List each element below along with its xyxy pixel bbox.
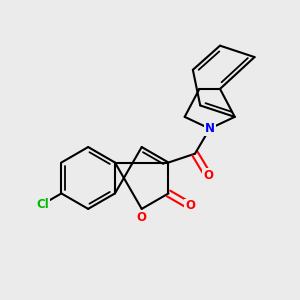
Text: N: N	[205, 122, 215, 135]
Text: O: O	[185, 200, 195, 212]
Text: Cl: Cl	[36, 198, 49, 211]
Text: O: O	[137, 211, 147, 224]
Text: O: O	[203, 169, 213, 182]
